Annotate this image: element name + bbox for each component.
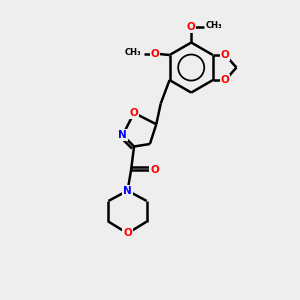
Text: O: O [221, 50, 230, 60]
Text: O: O [150, 165, 159, 175]
Text: O: O [130, 108, 138, 118]
Text: O: O [123, 228, 132, 239]
Text: O: O [187, 22, 196, 32]
Text: O: O [151, 49, 159, 58]
Text: N: N [118, 130, 127, 140]
Text: O: O [221, 75, 230, 85]
Text: CH₃: CH₃ [125, 48, 141, 57]
Text: CH₃: CH₃ [206, 21, 223, 30]
Text: N: N [123, 186, 132, 196]
